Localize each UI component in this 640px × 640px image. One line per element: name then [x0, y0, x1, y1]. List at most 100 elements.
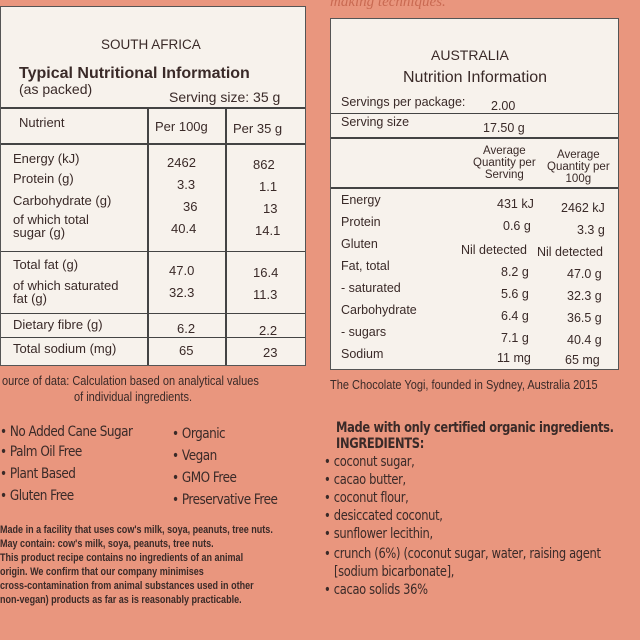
ingredient-item: • cacao butter,	[324, 472, 406, 488]
claim-item: • Vegan	[172, 448, 217, 464]
sa-row-label: of which saturated	[13, 278, 119, 293]
ingredient-item: • coconut flour,	[324, 490, 409, 506]
au-col-header: Serving	[484, 169, 524, 181]
ingredient-text: sunflower lecithin,	[333, 526, 433, 542]
ingredients-heading: Made with only certified organic ingredi…	[336, 420, 614, 436]
sa-value: 36	[183, 199, 198, 214]
sa-title: Typical Nutritional Information	[19, 65, 250, 82]
sa-value: 2462	[167, 155, 196, 170]
au-value: 6.4 g	[501, 309, 529, 323]
sa-value: 32.3	[169, 285, 195, 300]
ingredient-text: [sodium bicarbonate],	[334, 564, 455, 580]
claim-text: No Added Cane Sugar	[9, 424, 133, 440]
sa-row-satfat: of which saturated fat (g)	[13, 279, 119, 305]
au-value: 36.5 g	[567, 311, 602, 325]
sa-serving-size: Serving size: 35 g	[169, 89, 281, 105]
au-row-saturated: - saturated	[341, 281, 401, 295]
ingredient-item: • coconut sugar,	[324, 454, 415, 470]
ingredient-text: crunch (6%) (coconut sugar, water, raisi…	[333, 546, 601, 562]
au-row-carb: Carbohydrate	[341, 303, 417, 317]
au-row-sugars: - sugars	[341, 325, 387, 339]
allergen-line: This product recipe contains no ingredie…	[0, 552, 244, 564]
au-row-protein: Protein	[341, 215, 381, 229]
au-value: 40.4 g	[567, 333, 602, 347]
au-value: 32.3 g	[567, 289, 602, 303]
au-value: 431 kJ	[497, 197, 534, 211]
claim-item: • Plant Based	[0, 466, 76, 482]
claim-item: • Palm Oil Free	[0, 444, 82, 460]
ingredient-item: • desiccated coconut,	[324, 508, 443, 524]
claim-item: • GMO Free	[172, 470, 237, 486]
ingredient-text: desiccated coconut,	[333, 508, 443, 524]
allergen-line: cross-contamination from animal substanc…	[0, 580, 254, 592]
claim-item: • Organic	[172, 426, 226, 442]
ingredients-label: INGREDIENTS:	[336, 436, 424, 452]
australia-nutrition-panel: AUSTRALIA Nutrition Information Servings…	[330, 18, 619, 370]
claim-item: • Preservative Free	[172, 492, 278, 508]
sa-country: SOUTH AFRICA	[101, 37, 201, 52]
ingredient-text: coconut flour,	[333, 490, 409, 506]
sa-row-energy: Energy (kJ)	[13, 151, 80, 166]
claim-text: Preservative Free	[181, 492, 278, 508]
allergen-line: May contain: cow's milk, soya, peanuts, …	[0, 538, 214, 550]
sa-value: 6.2	[177, 321, 196, 336]
claim-text: GMO Free	[181, 470, 237, 486]
sa-source-line1: ource of data: Calculation based on anal…	[2, 374, 259, 388]
au-row-sodium: Sodium	[341, 347, 384, 361]
au-row-fat: Fat, total	[341, 259, 390, 273]
sa-header-nutrient: Nutrient	[19, 115, 65, 130]
au-value: Nil detected	[537, 245, 604, 259]
claim-text: Palm Oil Free	[9, 444, 82, 460]
au-value: Nil detected	[461, 243, 528, 257]
south-africa-nutrition-panel: SOUTH AFRICA Typical Nutritional Informa…	[0, 6, 306, 366]
au-servings-label: Servings per package:	[341, 95, 466, 109]
au-col-serving: Average Quantity per Serving	[473, 145, 536, 181]
sa-value: 862	[253, 157, 275, 172]
sa-row-label: sugar (g)	[13, 225, 66, 240]
sa-value: 40.4	[171, 221, 197, 236]
au-col-100g: Average Quantity per 100g	[547, 149, 610, 185]
sa-value: 14.1	[255, 223, 281, 238]
sa-value: 3.3	[177, 177, 196, 192]
claim-text: Plant Based	[9, 466, 76, 482]
au-serving-size-value: 17.50 g	[483, 121, 525, 135]
au-col-header: Average	[483, 145, 526, 157]
au-value: 11 mg	[497, 351, 531, 365]
au-value: 47.0 g	[567, 267, 602, 281]
au-value: 0.6 g	[503, 219, 531, 233]
au-col-header: Quantity per	[473, 157, 536, 169]
claim-item: • Gluten Free	[0, 488, 74, 504]
au-col-header: Average	[557, 149, 600, 161]
au-row-energy: Energy	[341, 193, 381, 207]
claim-text: Gluten Free	[9, 488, 74, 504]
ingredient-text: cacao butter,	[333, 472, 406, 488]
sa-row-label: fat (g)	[13, 291, 47, 306]
top-partial-text: making techniques.	[330, 0, 446, 10]
au-value: 3.3 g	[577, 223, 605, 237]
allergen-line: non-vegan) products as far as is reasona…	[0, 594, 242, 606]
au-value: 2462 kJ	[561, 201, 605, 215]
sa-value: 65	[179, 343, 194, 358]
au-servings-value: 2.00	[491, 99, 516, 113]
sa-value: 16.4	[253, 265, 279, 280]
ingredient-item: • crunch (6%) (coconut sugar, water, rai…	[324, 546, 601, 562]
claim-text: Vegan	[181, 448, 217, 464]
au-col-header: 100g	[565, 173, 592, 185]
ingredient-text: coconut sugar,	[333, 454, 415, 470]
au-col-header: Quantity per	[547, 161, 610, 173]
sa-value: 1.1	[259, 179, 278, 194]
allergen-line: origin. We confirm that our company mini…	[0, 566, 204, 578]
au-value: 5.6 g	[501, 287, 529, 301]
au-country: AUSTRALIA	[431, 47, 509, 63]
claim-item: • No Added Cane Sugar	[0, 424, 133, 440]
sa-value: 47.0	[169, 263, 195, 278]
au-value: 8.2 g	[501, 265, 529, 279]
sa-row-fibre: Dietary fibre (g)	[13, 317, 103, 332]
sa-row-fat: Total fat (g)	[13, 257, 79, 272]
sa-header-per100: Per 100g	[155, 119, 208, 134]
claim-text: Organic	[181, 426, 226, 442]
au-row-gluten: Gluten	[341, 237, 378, 251]
au-value: 7.1 g	[501, 331, 529, 345]
au-value: 65 mg	[565, 353, 600, 367]
ingredient-item: • cacao solids 36%	[324, 582, 428, 598]
